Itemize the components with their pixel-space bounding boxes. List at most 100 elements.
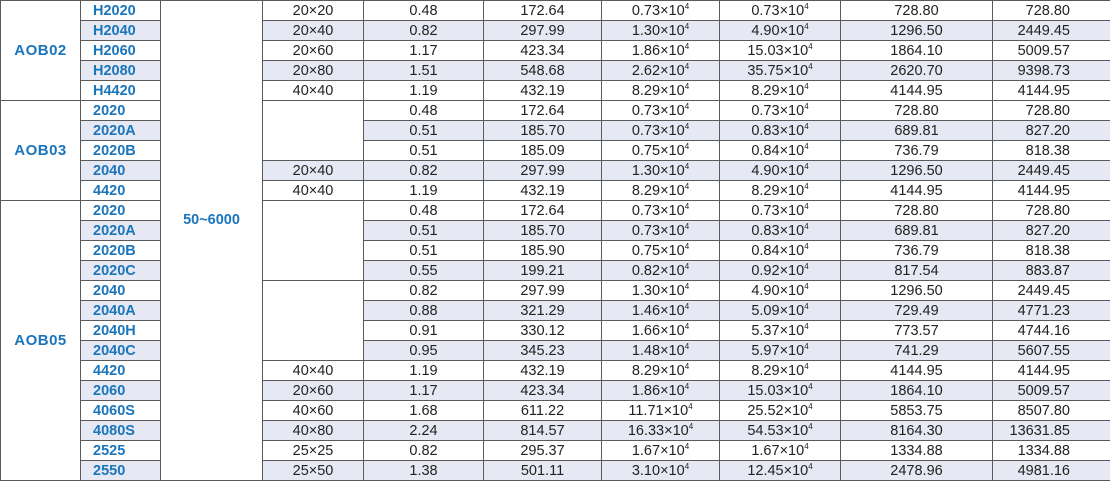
wx-cell: 1864.10: [841, 381, 993, 401]
size-cell: 40×40: [263, 361, 364, 381]
length-range: 50~6000: [161, 1, 263, 481]
ix-value: 1.86: [632, 43, 660, 59]
wx-cell: 1296.50: [841, 21, 993, 41]
model-code: 2020A: [81, 121, 161, 141]
ix-cell: 8.29×104: [602, 181, 720, 201]
weight-cell: 0.82: [364, 161, 484, 181]
weight-cell: 1.17: [364, 41, 484, 61]
iy-cell: 1.67×104: [720, 441, 841, 461]
exponent-multiplier: ×10: [660, 243, 685, 259]
iy-value: 15.03: [747, 43, 783, 59]
area-cell: 814.57: [484, 421, 602, 441]
model-code: H2060: [81, 41, 161, 61]
weight-cell: 1.51: [364, 61, 484, 81]
exponent-power: 4: [685, 302, 689, 311]
iy-cell: 12.45×104: [720, 461, 841, 481]
exponent-multiplier: ×10: [664, 403, 689, 419]
iy-value: 0.73: [751, 3, 779, 19]
exponent-power: 4: [804, 362, 808, 371]
wx-cell: 2478.96: [841, 461, 993, 481]
exponent-multiplier: ×10: [660, 63, 685, 79]
model-code: 2040C: [81, 341, 161, 361]
exponent-power: 4: [685, 262, 689, 271]
wy-cell: 2449.45: [993, 21, 1110, 41]
model-code: 4420: [81, 181, 161, 201]
exponent-power: 4: [685, 102, 689, 111]
size-cell: [263, 101, 364, 161]
weight-cell: 0.48: [364, 201, 484, 221]
wy-cell: 4981.16: [993, 461, 1110, 481]
area-cell: 185.70: [484, 221, 602, 241]
ix-value: 8.29: [632, 183, 660, 199]
area-cell: 321.29: [484, 301, 602, 321]
ix-value: 0.75: [632, 143, 660, 159]
exponent-power: 4: [685, 362, 689, 371]
ix-cell: 0.73×104: [602, 101, 720, 121]
wx-cell: 1334.88: [841, 441, 993, 461]
ix-value: 0.73: [632, 203, 660, 219]
size-cell: 20×80: [263, 61, 364, 81]
iy-cell: 5.09×104: [720, 301, 841, 321]
exponent-power: 4: [804, 302, 808, 311]
exponent-multiplier: ×10: [784, 423, 809, 439]
iy-cell: 0.73×104: [720, 101, 841, 121]
wx-cell: 817.54: [841, 261, 993, 281]
ix-cell: 0.73×104: [602, 201, 720, 221]
exponent-multiplier: ×10: [660, 163, 685, 179]
wy-cell: 8507.80: [993, 401, 1110, 421]
ix-cell: 1.30×104: [602, 281, 720, 301]
area-cell: 185.09: [484, 141, 602, 161]
iy-cell: 25.52×104: [720, 401, 841, 421]
exponent-multiplier: ×10: [780, 323, 805, 339]
weight-cell: 0.82: [364, 441, 484, 461]
wx-cell: 689.81: [841, 221, 993, 241]
weight-cell: 2.24: [364, 421, 484, 441]
exponent-multiplier: ×10: [660, 223, 685, 239]
iy-cell: 0.83×104: [720, 121, 841, 141]
exponent-multiplier: ×10: [780, 143, 805, 159]
iy-value: 8.29: [751, 363, 779, 379]
model-code: 2040A: [81, 301, 161, 321]
iy-value: 0.73: [751, 103, 779, 119]
weight-cell: 0.95: [364, 341, 484, 361]
weight-cell: 0.51: [364, 221, 484, 241]
iy-cell: 0.84×104: [720, 241, 841, 261]
iy-value: 0.84: [751, 243, 779, 259]
weight-cell: 0.48: [364, 101, 484, 121]
iy-cell: 0.83×104: [720, 221, 841, 241]
exponent-multiplier: ×10: [780, 103, 805, 119]
exponent-multiplier: ×10: [660, 203, 685, 219]
ix-cell: 2.62×104: [602, 61, 720, 81]
wy-cell: 2449.45: [993, 281, 1110, 301]
iy-value: 5.97: [751, 343, 779, 359]
iy-value: 5.37: [751, 323, 779, 339]
exponent-power: 4: [804, 262, 808, 271]
weight-cell: 1.19: [364, 181, 484, 201]
iy-cell: 5.97×104: [720, 341, 841, 361]
exponent-multiplier: ×10: [780, 223, 805, 239]
exponent-multiplier: ×10: [784, 463, 809, 479]
model-code: 2020B: [81, 141, 161, 161]
iy-cell: 35.75×104: [720, 61, 841, 81]
size-cell: 20×40: [263, 161, 364, 181]
exponent-power: 4: [685, 282, 689, 291]
model-code: H2080: [81, 61, 161, 81]
iy-value: 54.53: [747, 423, 783, 439]
exponent-power: 4: [689, 422, 693, 431]
wy-cell: 818.38: [993, 141, 1110, 161]
exponent-multiplier: ×10: [660, 463, 685, 479]
ix-cell: 1.66×104: [602, 321, 720, 341]
area-cell: 611.22: [484, 401, 602, 421]
iy-cell: 5.37×104: [720, 321, 841, 341]
area-cell: 423.34: [484, 41, 602, 61]
exponent-multiplier: ×10: [780, 283, 805, 299]
ix-cell: 1.48×104: [602, 341, 720, 361]
exponent-power: 4: [808, 62, 812, 71]
exponent-power: 4: [685, 322, 689, 331]
exponent-multiplier: ×10: [784, 63, 809, 79]
wx-cell: 773.57: [841, 321, 993, 341]
wy-cell: 4144.95: [993, 81, 1110, 101]
exponent-power: 4: [804, 142, 808, 151]
exponent-power: 4: [685, 2, 689, 11]
